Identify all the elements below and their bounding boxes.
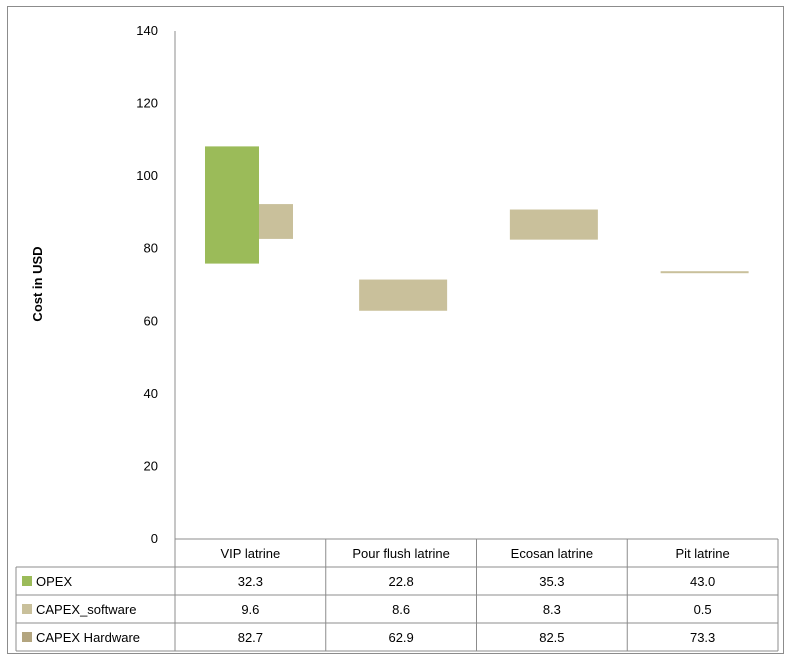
table-cell: 8.6 xyxy=(392,602,410,617)
bar-capex-software-1 xyxy=(359,279,448,311)
bar-capex-software-3 xyxy=(660,271,749,274)
plot-area xyxy=(205,146,749,311)
y-tick-label: 0 xyxy=(151,531,158,546)
table-cell: 32.3 xyxy=(238,574,263,589)
y-axis-title: Cost in USD xyxy=(30,246,45,321)
table-cell: 0.5 xyxy=(694,602,712,617)
table-cell: 43.0 xyxy=(690,574,715,589)
chart-svg: Cost in USD 0 20 40 60 80 100 120 140 VIP latri… xyxy=(15,23,779,652)
series-name: CAPEX_software xyxy=(36,602,136,617)
table-cell: 82.5 xyxy=(539,630,564,645)
series-name: OPEX xyxy=(36,574,72,589)
data-table: VIP latrine Pour flush latrine Ecosan latr… xyxy=(15,538,779,652)
category-label: Pit latrine xyxy=(676,546,730,561)
y-tick-label: 20 xyxy=(144,458,158,473)
y-tick-label: 100 xyxy=(136,168,158,183)
bar-opex-0 xyxy=(205,146,259,264)
y-tick-label: 40 xyxy=(144,386,158,401)
table-cell: 82.7 xyxy=(238,630,263,645)
table-cell: 9.6 xyxy=(241,602,259,617)
y-axis-ticks: 0 20 40 60 80 100 120 140 xyxy=(136,23,176,546)
series-name: CAPEX Hardware xyxy=(36,630,140,645)
y-tick-label: 120 xyxy=(136,96,158,111)
legend-swatch xyxy=(22,604,32,614)
bar-capex-software-2 xyxy=(509,209,598,240)
category-label: VIP latrine xyxy=(221,546,281,561)
chart-frame: Cost in USD 0 20 40 60 80 100 120 140 VIP latri… xyxy=(7,6,784,654)
category-label: Ecosan latrine xyxy=(511,546,593,561)
y-tick-label: 140 xyxy=(136,23,158,38)
category-label: Pour flush latrine xyxy=(352,546,450,561)
legend-swatch xyxy=(22,576,32,586)
table-cell: 35.3 xyxy=(539,574,564,589)
y-tick-label: 60 xyxy=(144,313,158,328)
table-cell: 8.3 xyxy=(543,602,561,617)
table-cell: 22.8 xyxy=(388,574,413,589)
legend-swatch xyxy=(22,632,32,642)
y-tick-label: 80 xyxy=(144,241,158,256)
table-cell: 73.3 xyxy=(690,630,715,645)
table-cell: 62.9 xyxy=(388,630,413,645)
